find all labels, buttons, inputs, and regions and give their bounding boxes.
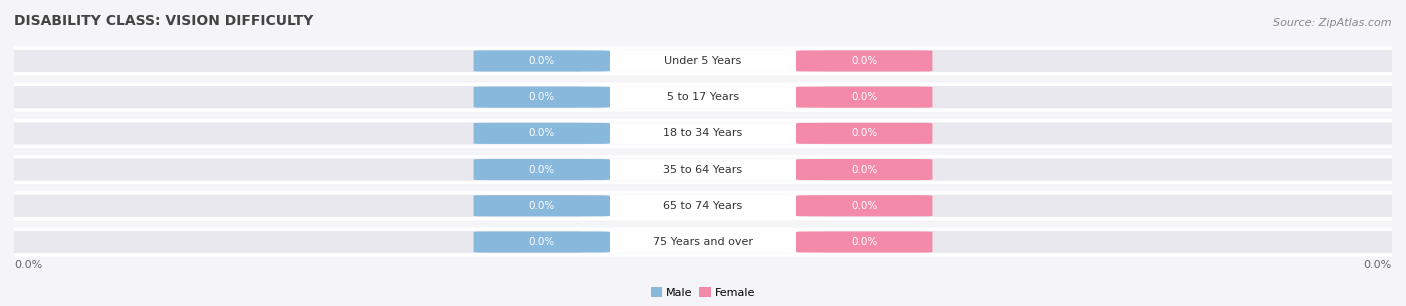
- Text: 75 Years and over: 75 Years and over: [652, 237, 754, 247]
- FancyBboxPatch shape: [796, 87, 932, 108]
- Text: 0.0%: 0.0%: [529, 128, 555, 138]
- Text: Source: ZipAtlas.com: Source: ZipAtlas.com: [1274, 18, 1392, 28]
- FancyBboxPatch shape: [0, 84, 1406, 110]
- Text: 0.0%: 0.0%: [851, 128, 877, 138]
- Text: 0.0%: 0.0%: [851, 201, 877, 211]
- FancyBboxPatch shape: [579, 122, 827, 144]
- Text: 0.0%: 0.0%: [851, 56, 877, 66]
- FancyBboxPatch shape: [796, 231, 932, 252]
- FancyBboxPatch shape: [796, 123, 932, 144]
- FancyBboxPatch shape: [474, 159, 610, 180]
- Text: 0.0%: 0.0%: [529, 92, 555, 102]
- Text: 5 to 17 Years: 5 to 17 Years: [666, 92, 740, 102]
- FancyBboxPatch shape: [0, 48, 1406, 74]
- Legend: Male, Female: Male, Female: [647, 283, 759, 302]
- FancyBboxPatch shape: [0, 229, 1406, 255]
- FancyBboxPatch shape: [579, 50, 827, 72]
- FancyBboxPatch shape: [579, 195, 827, 217]
- Text: 0.0%: 0.0%: [851, 92, 877, 102]
- FancyBboxPatch shape: [474, 50, 610, 72]
- FancyBboxPatch shape: [796, 195, 932, 216]
- FancyBboxPatch shape: [579, 231, 827, 253]
- Text: 18 to 34 Years: 18 to 34 Years: [664, 128, 742, 138]
- Text: 0.0%: 0.0%: [529, 201, 555, 211]
- FancyBboxPatch shape: [474, 123, 610, 144]
- FancyBboxPatch shape: [474, 195, 610, 216]
- Text: 0.0%: 0.0%: [1364, 260, 1392, 270]
- FancyBboxPatch shape: [0, 157, 1406, 182]
- Text: 0.0%: 0.0%: [529, 165, 555, 175]
- Text: 0.0%: 0.0%: [851, 165, 877, 175]
- FancyBboxPatch shape: [796, 50, 932, 72]
- FancyBboxPatch shape: [0, 121, 1406, 146]
- Text: 0.0%: 0.0%: [529, 237, 555, 247]
- Text: 35 to 64 Years: 35 to 64 Years: [664, 165, 742, 175]
- Text: DISABILITY CLASS: VISION DIFFICULTY: DISABILITY CLASS: VISION DIFFICULTY: [14, 14, 314, 28]
- Text: 0.0%: 0.0%: [529, 56, 555, 66]
- FancyBboxPatch shape: [474, 87, 610, 108]
- Text: 0.0%: 0.0%: [851, 237, 877, 247]
- FancyBboxPatch shape: [579, 86, 827, 108]
- FancyBboxPatch shape: [579, 159, 827, 181]
- FancyBboxPatch shape: [0, 193, 1406, 219]
- Text: 65 to 74 Years: 65 to 74 Years: [664, 201, 742, 211]
- FancyBboxPatch shape: [796, 159, 932, 180]
- FancyBboxPatch shape: [474, 231, 610, 252]
- Text: 0.0%: 0.0%: [14, 260, 42, 270]
- Text: Under 5 Years: Under 5 Years: [665, 56, 741, 66]
